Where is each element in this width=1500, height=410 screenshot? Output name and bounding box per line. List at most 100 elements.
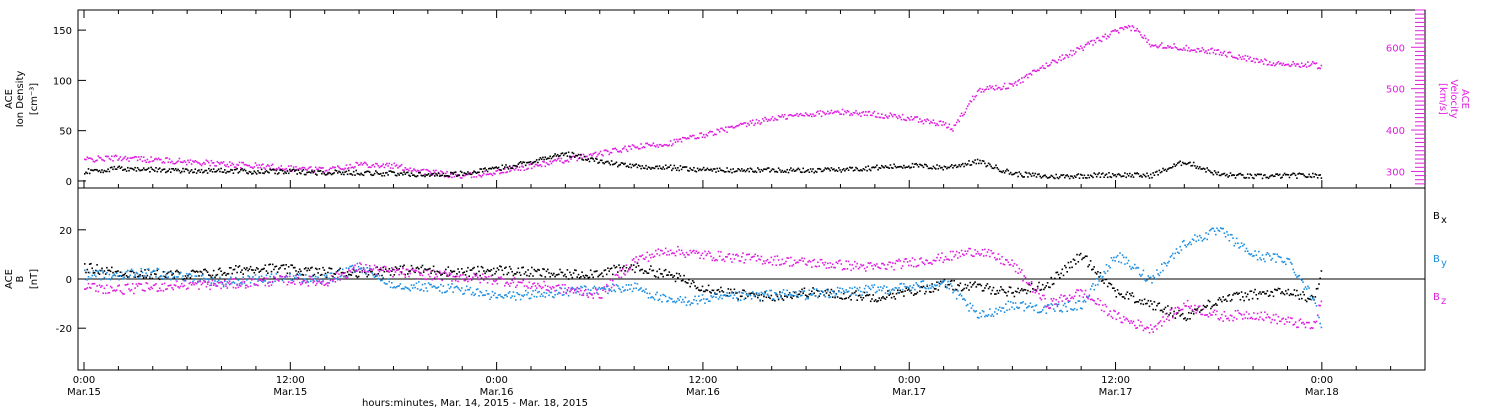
by-point [882,287,884,289]
velocity-point [178,157,181,160]
bz-point [145,282,147,284]
density-point [978,162,980,165]
density-point [952,167,954,169]
by-point [521,294,523,297]
bz-point [755,260,758,262]
bz-point [564,284,566,286]
bx-point [307,267,310,270]
velocity-point [1048,65,1050,67]
density-point [1044,174,1046,176]
velocity-point [807,114,809,117]
bx-point [599,273,602,276]
density-point [120,166,123,168]
by-point [632,287,635,290]
bz-point [582,292,585,295]
bx-point [782,299,785,301]
by-point [666,300,668,303]
velocity-point [1213,49,1216,51]
bx-point [366,275,368,278]
velocity-point [1025,74,1028,76]
velocity-point [556,158,559,160]
velocity-point [1275,63,1277,66]
density-point [131,168,134,170]
bz-point [1110,315,1113,318]
density-point [838,167,840,169]
bz-point [176,280,178,283]
bz-point [1146,326,1148,328]
bx-point [1218,297,1221,299]
bz-point [103,287,106,290]
bx-point [657,276,660,279]
density-point [881,164,883,167]
velocity-point [618,151,620,153]
bx-point [1143,298,1146,301]
bx-point [707,284,710,287]
by-point [1054,310,1056,312]
velocity-point [717,129,720,131]
velocity-point [1296,63,1298,65]
velocity-point [209,164,211,167]
by-point [1217,229,1220,232]
bz-point [675,250,678,253]
velocity-point [350,166,353,169]
bz-point [434,276,436,279]
velocity-point [1022,81,1024,83]
bx-point [1265,292,1267,295]
density-point [1002,170,1005,172]
bz-point [766,258,769,261]
bx-point [254,269,257,271]
bx-point [327,271,329,274]
bx-point [1244,292,1247,294]
density-point [696,167,699,170]
by-point [263,280,265,282]
bz-point [1158,321,1161,324]
bx-point [287,266,290,268]
by-point [1301,279,1303,282]
by-point [1082,300,1084,303]
velocity-point [1126,27,1129,29]
density-point [684,166,687,168]
bz-point [436,275,438,278]
density-point [835,169,838,171]
velocity-point [1084,44,1087,46]
density-point [289,168,291,171]
velocity-point [1083,46,1086,48]
bx-point [635,266,637,268]
bx-point [582,275,585,277]
velocity-point [1167,45,1169,47]
velocity-point [973,98,975,101]
bx-point [1184,317,1186,319]
bz-point [1130,320,1132,322]
by-point [815,288,818,290]
by-point [725,294,727,297]
by-point [145,272,147,275]
density-point [457,174,459,177]
velocity-point [1318,67,1320,69]
bz-point [571,288,574,290]
density-point [156,170,159,173]
velocity-point [801,114,803,117]
density-point [964,162,967,165]
velocity-point [878,116,881,119]
density-point [787,171,790,174]
velocity-point [287,165,290,167]
by-point [629,288,631,290]
by-point [1318,316,1320,319]
velocity-point [519,169,522,171]
bz-point [463,279,466,282]
bz-point [312,281,314,284]
bx-point [885,296,888,298]
by-point [669,297,672,300]
density-point [505,164,507,166]
velocity-point [911,119,914,121]
bz-point [640,255,642,258]
by-point [1227,234,1229,236]
by-point [782,289,785,291]
velocity-point [824,113,827,116]
density-point [351,174,354,176]
by-point [1119,252,1121,254]
density-point [693,166,695,169]
density-point [118,165,120,168]
velocity-point [173,163,176,165]
bx-point [494,272,496,275]
